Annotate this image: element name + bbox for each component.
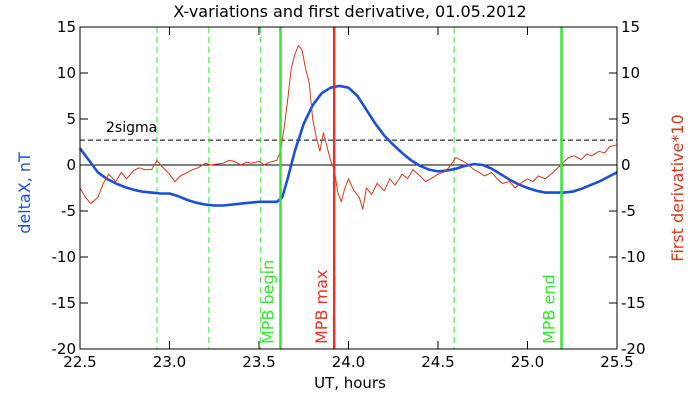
y-tick-label-left-5: -10	[52, 248, 77, 266]
axis-ticks: 22.5 23.0 23.5 24.0 24.5 25.0 25.5 15 15 10 10 5 5 0 0…	[52, 18, 646, 371]
deltaX-line	[78, 84, 618, 207]
y-tick-label-right-5: -10	[621, 248, 646, 266]
y-tick-label-left-6: -15	[52, 294, 77, 312]
y-tick-label-right-1: 10	[621, 64, 640, 82]
sigma-label: 2sigma	[106, 120, 157, 136]
y-tick-label-left-7: -20	[52, 340, 77, 358]
x-tick-label-4: 24.5	[421, 353, 454, 371]
x-tick-label-1: 23.0	[153, 353, 186, 371]
x-tick-label-0: 22.5	[63, 353, 96, 371]
derivative-line	[79, 44, 618, 210]
marker-label-0: MPB begin	[258, 260, 277, 344]
y-tick-label-left-2: 5	[66, 110, 76, 128]
y-tick-label-right-6: -15	[621, 294, 646, 312]
y-tick-label-right-0: 15	[621, 18, 640, 36]
x-tick-label-3: 24.0	[332, 353, 365, 371]
x-tick-label-2: 23.5	[242, 353, 275, 371]
y-tick-label-right-4: -5	[621, 202, 636, 220]
chart-title: X-variations and first derivative, 01.05…	[173, 2, 526, 21]
y-tick-label-right-2: 5	[621, 110, 631, 128]
y-axis-label-right: First derivative*10	[668, 114, 687, 261]
y-tick-label-right-3: 0	[621, 156, 631, 174]
y-tick-label-right-7: -20	[621, 340, 646, 358]
x-tick-label-5: 25.0	[511, 353, 544, 371]
y-tick-label-left-4: -5	[61, 202, 76, 220]
x-tick-label-6: 25.5	[600, 353, 633, 371]
x-axis-label: UT, hours	[314, 374, 386, 392]
y-axis-label-left: deltaX, nT	[15, 152, 34, 234]
marker-label-2: MPB end	[540, 274, 559, 344]
plot-frame	[79, 26, 618, 350]
y-tick-label-left-0: 15	[57, 18, 76, 36]
y-tick-label-left-1: 10	[57, 64, 76, 82]
y-tick-label-left-3: 0	[66, 156, 76, 174]
marker-label-1: MPB max	[312, 270, 331, 344]
plot-area: 2sigma MPB begin MPB max MPB end	[78, 27, 618, 349]
